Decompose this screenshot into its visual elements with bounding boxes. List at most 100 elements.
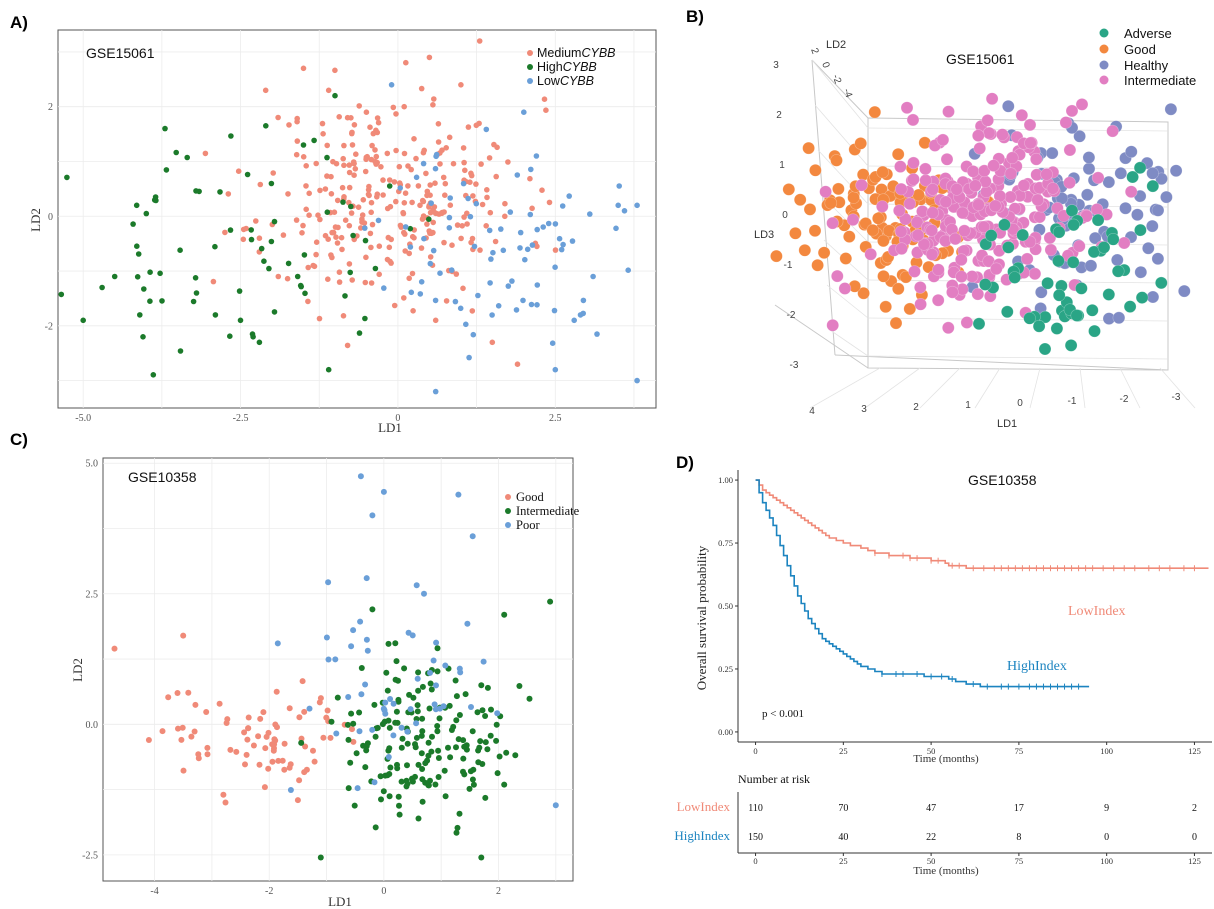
scatter-point: [348, 203, 354, 210]
scatter-point: [340, 155, 347, 162]
scatter-point: [590, 273, 596, 280]
back-grid-line: [867, 127, 1169, 132]
scatter-point-3d: [1160, 190, 1173, 204]
scatter-point: [356, 709, 363, 716]
scatter-point: [392, 640, 399, 647]
scatter-point-3d: [1178, 284, 1191, 298]
scatter-point: [428, 200, 435, 206]
scatter-point: [435, 747, 442, 754]
legend-label-intermediate: Intermediate: [1124, 73, 1196, 88]
scatter-point: [469, 776, 476, 783]
scatter-point: [351, 122, 358, 128]
scatter-point: [341, 142, 347, 149]
scatter-point-3d: [919, 162, 932, 176]
scatter-point: [336, 114, 343, 120]
scatter-point-3d: [889, 316, 903, 330]
y-tick-label: 0.00: [718, 727, 733, 737]
scatter-point: [159, 728, 166, 735]
scatter-point: [435, 755, 442, 761]
scatter-point: [325, 366, 332, 373]
scatter-point-3d: [1131, 208, 1144, 221]
scatter-point: [296, 777, 303, 784]
scatter-point: [330, 158, 336, 165]
scatter-point: [492, 238, 499, 245]
floor-grid-line: [1119, 367, 1141, 409]
scatter-point: [210, 278, 217, 285]
scatter-point: [434, 668, 441, 675]
scatter-point: [257, 181, 264, 188]
scatter-point: [484, 684, 491, 691]
scatter-point-3d: [1038, 342, 1052, 356]
scatter-point: [447, 195, 454, 201]
risk-value: 150: [748, 832, 763, 843]
scatter-point-3d: [819, 185, 832, 198]
scatter-point-3d: [996, 128, 1009, 141]
scatter-point: [404, 780, 411, 787]
scatter-point: [360, 742, 367, 749]
legend-dot-poor-c: [505, 522, 511, 528]
legend-label-healthy: Healthy: [1124, 58, 1169, 73]
scatter-point: [346, 222, 353, 229]
scatter-point: [382, 710, 389, 717]
scatter-point: [424, 221, 430, 227]
scatter-point-3d: [817, 246, 831, 259]
scatter-point-3d: [809, 164, 822, 177]
scatter-point: [484, 187, 490, 193]
scatter-point-3d: [1146, 167, 1159, 180]
risk-row-label-low: LowIndex: [677, 799, 731, 814]
scatter-point: [409, 199, 415, 206]
scatter-point: [220, 791, 227, 798]
risk-value: 110: [748, 803, 763, 814]
floor-grid-line: [1029, 367, 1041, 409]
scatter-point: [316, 315, 323, 322]
scatter-point: [430, 247, 437, 254]
scatter-point-3d: [892, 204, 906, 217]
scatter-point: [390, 700, 397, 707]
back-grid-line: [867, 355, 1169, 360]
scatter-point: [465, 195, 471, 202]
scatter-point: [157, 270, 163, 277]
panel-a-ticks: -5.0 -2.5 0 2.5 -2 0 2: [45, 102, 562, 424]
ld3-tick-label: 0: [782, 210, 788, 221]
x-tick-label: -2: [265, 886, 273, 897]
scatter-point: [332, 92, 338, 99]
scatter-point: [317, 187, 323, 194]
scatter-point: [152, 194, 159, 200]
y-tick-label: 0: [48, 212, 53, 223]
scatter-point-3d: [989, 262, 1003, 276]
risk-value: 70: [838, 803, 848, 814]
scatter-point-3d: [847, 191, 860, 204]
scatter-point: [433, 151, 440, 158]
scatter-point: [130, 221, 136, 227]
scatter-point: [390, 732, 397, 739]
risk-x-tick-label: 50: [927, 856, 936, 866]
scatter-point: [369, 606, 376, 613]
scatter-point: [137, 312, 143, 318]
scatter-point: [432, 706, 439, 713]
scatter-point: [420, 160, 427, 167]
scatter-point: [323, 714, 330, 721]
scatter-point-3d: [877, 234, 890, 248]
scatter-point: [327, 734, 334, 741]
scatter-point: [344, 721, 351, 728]
scatter-point: [427, 669, 433, 676]
scatter-point: [545, 220, 552, 227]
scatter-point: [395, 793, 402, 800]
panel-b-floor-edge-front: [834, 354, 1169, 371]
scatter-point: [332, 67, 338, 74]
panel-c-chart: -4 -2 0 2 -2.5 0.0 2.5 5.0 GSE10358 LD1 LD2 Goo…: [70, 457, 580, 909]
scatter-point: [165, 694, 172, 701]
scatter-point: [191, 728, 198, 735]
scatter-point-3d: [1073, 239, 1086, 253]
scatter-point: [393, 198, 399, 205]
scatter-point: [446, 702, 453, 709]
scatter-point: [202, 150, 209, 157]
wall-grid-line: [814, 104, 869, 167]
scatter-point: [300, 142, 307, 148]
scatter-point-3d: [1082, 151, 1096, 164]
scatter-point-3d: [1075, 98, 1089, 111]
scatter-point-3d: [808, 224, 822, 237]
scatter-point: [204, 744, 211, 751]
scatter-point: [297, 282, 304, 289]
